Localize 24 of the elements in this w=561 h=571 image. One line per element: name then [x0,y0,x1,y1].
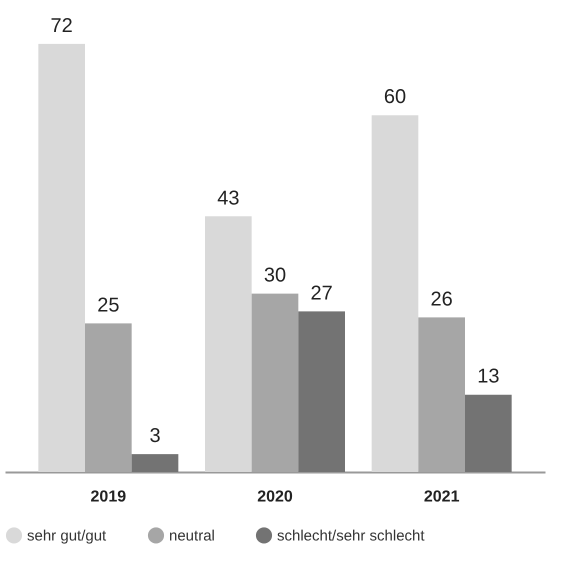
data-label: 27 [310,282,333,304]
legend-label: neutral [169,527,215,544]
bar [465,394,512,472]
bar [38,44,85,472]
x-tick-label: 2019 [90,488,126,506]
bar [252,294,298,472]
data-label: 30 [264,264,286,287]
bar [132,454,178,472]
bar [205,216,252,472]
bar [418,317,465,472]
bar [298,311,345,472]
legend-label: schlecht/sehr schlecht [277,527,426,544]
data-label: 43 [217,187,240,210]
data-label: 25 [97,294,120,316]
bar [85,323,132,472]
data-label: 26 [430,288,453,310]
legend-label: sehr gut/gut [27,527,108,544]
x-tick-label: 2020 [257,488,293,506]
bar [372,115,418,472]
data-label: 60 [384,86,406,108]
data-label: 3 [149,425,161,448]
data-label: 72 [50,14,73,37]
x-tick-label: 2021 [424,488,460,506]
data-label: 13 [477,366,500,388]
